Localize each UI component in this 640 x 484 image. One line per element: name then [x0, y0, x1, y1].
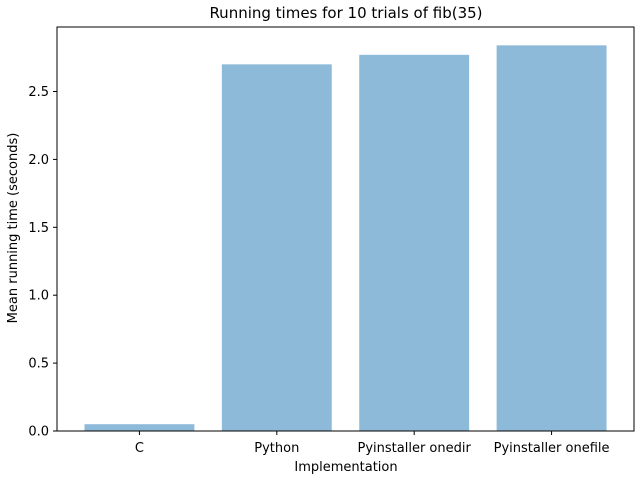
bar-c — [84, 424, 195, 431]
bar-python — [221, 64, 332, 431]
y-tick-label: 1.5 — [28, 221, 49, 236]
y-tick-label: 1.0 — [28, 289, 49, 304]
x-tick-label: Pyinstaller onefile — [494, 441, 610, 456]
bar-pyinstaller-onedir — [359, 54, 470, 431]
y-tick-label: 2.0 — [28, 153, 49, 168]
x-axis: C Python Pyinstaller onedir Pyinstaller one… — [135, 431, 610, 456]
x-axis-label: Implementation — [294, 460, 397, 475]
bar-pyinstaller-onefile — [496, 45, 607, 432]
y-tick-label: 0.5 — [28, 357, 49, 372]
x-tick-label: Python — [254, 441, 299, 456]
chart-title: Running times for 10 trials of fib(35) — [209, 4, 482, 22]
x-tick-label: C — [135, 441, 144, 456]
y-tick-label: 2.5 — [28, 85, 49, 100]
y-axis-label: Mean running time (seconds) — [6, 133, 21, 324]
plot-frame — [56, 26, 635, 432]
y-tick-label: 0.0 — [28, 425, 49, 440]
x-tick-label: Pyinstaller onedir — [358, 441, 472, 456]
y-axis: 0.0 0.5 1.0 1.5 2.0 2.5 — [28, 85, 57, 440]
bars-layer — [84, 45, 607, 432]
